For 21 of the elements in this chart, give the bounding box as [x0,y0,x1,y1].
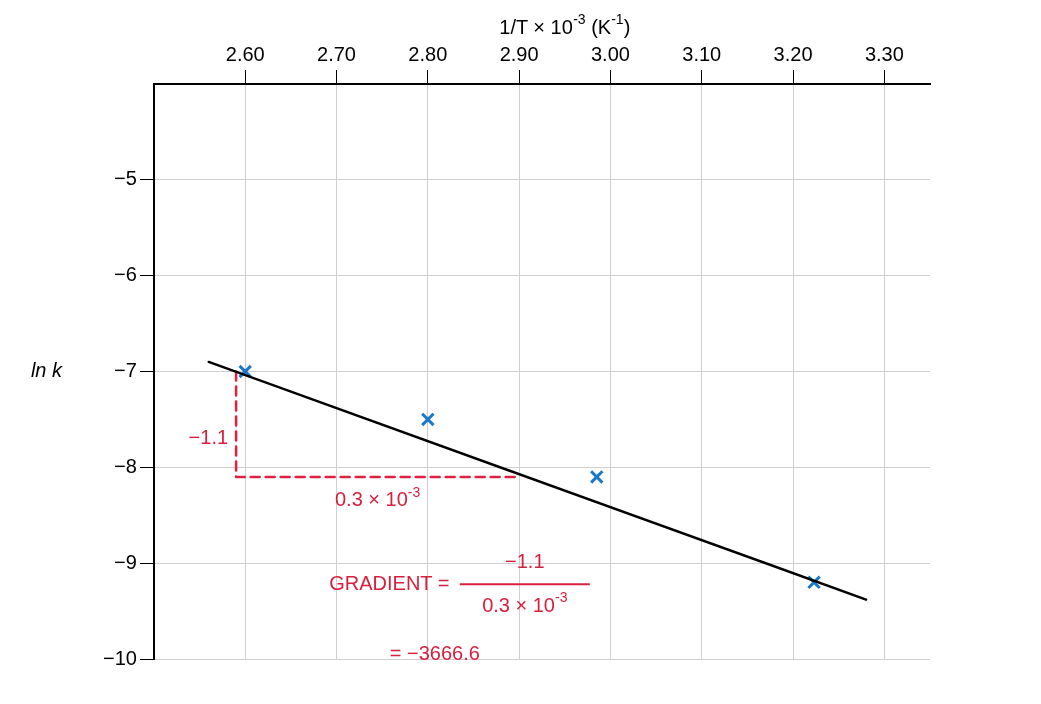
y-tick-label: −10 [102,646,137,669]
x-tick-label: 3.10 [682,42,722,65]
x-tick-label: 2.80 [408,42,448,65]
point [589,469,604,485]
x-tick-label: 3.00 [590,42,630,65]
x-tick-label: 2.60 [225,42,265,65]
x-tick-label: 2.90 [499,42,539,65]
y-tick-label: −7 [114,359,137,382]
y-tick-label: −5 [114,167,137,190]
y-tick-label: −6 [114,263,137,286]
annotation: −1.1 [505,549,545,572]
annotation: GRADIENT = [329,571,450,594]
annotation: = −3666.6 [389,641,480,664]
y-tick-label: −8 [114,454,137,477]
point [420,412,435,427]
y-axis-title: ln k [30,359,63,382]
annotation: −1.1 [188,426,229,449]
y-tick-label: −9 [114,550,137,573]
x-tick-label: 3.20 [773,42,813,65]
x-tick-label: 2.70 [317,42,356,65]
x-tick-label: 3.30 [864,42,904,65]
